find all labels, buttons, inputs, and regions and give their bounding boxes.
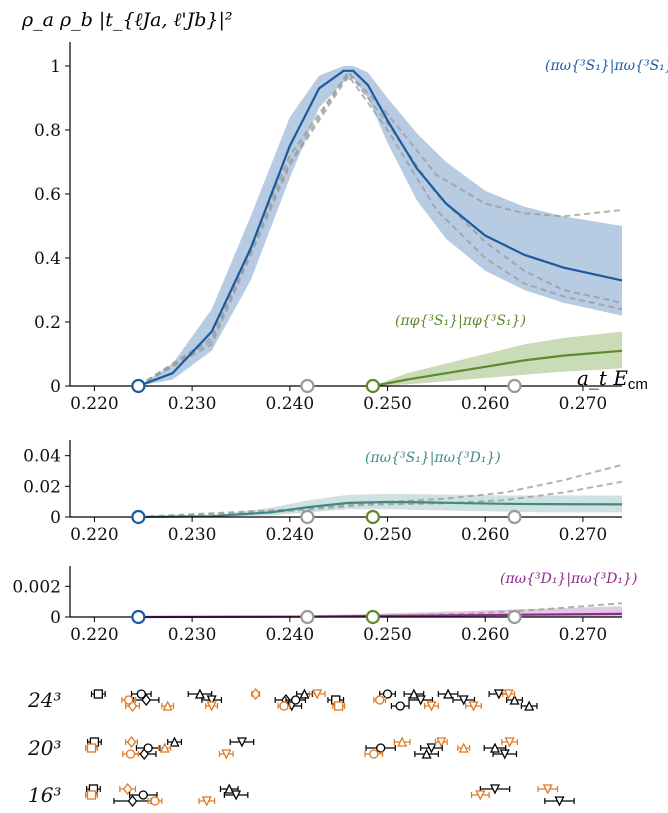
x-tick-label: 0.230 bbox=[168, 525, 217, 545]
x-tick-label: 0.240 bbox=[265, 625, 314, 645]
y-tick-label: 0.4 bbox=[34, 249, 61, 269]
threshold-marker-0 bbox=[132, 611, 144, 623]
series-label-0: (πω{³D₁}|πω{³D₁}) bbox=[500, 571, 637, 587]
level-marker-diamond bbox=[128, 737, 136, 747]
volume-label: 20³ bbox=[27, 736, 61, 760]
level-marker-circle bbox=[280, 702, 288, 710]
x-tick-label: 0.250 bbox=[363, 625, 412, 645]
threshold-marker-1 bbox=[301, 380, 313, 392]
level-marker-circle bbox=[151, 797, 159, 805]
x-tick-label: 0.250 bbox=[363, 525, 412, 545]
level-marker-square bbox=[94, 690, 102, 698]
x-tick-label: 0.270 bbox=[559, 525, 608, 545]
series-label-1: (πφ{³S₁}|πφ{³S₁}) bbox=[395, 313, 526, 329]
x-tick-label: 0.260 bbox=[461, 525, 510, 545]
x-tick-label: 0.240 bbox=[265, 394, 314, 414]
x-tick-label: 0.250 bbox=[363, 394, 412, 414]
panel-top: 0.220 0.230 0.240 0.250 0.260 0.270 0 0.2 0.4 0.6… bbox=[34, 42, 668, 414]
threshold-marker-3 bbox=[509, 611, 521, 623]
y-tick-label: 1 bbox=[50, 57, 61, 77]
level-marker-circle bbox=[384, 690, 392, 698]
x-tick-label: 0.220 bbox=[70, 625, 119, 645]
threshold-marker-1 bbox=[301, 511, 313, 523]
threshold-marker-0 bbox=[132, 380, 144, 392]
threshold-marker-0 bbox=[132, 511, 144, 523]
level-marker-circle bbox=[139, 791, 147, 799]
series-label-0: (πω{³S₁}|πω{³S₁}) bbox=[545, 58, 668, 74]
level-marker-circle bbox=[396, 702, 404, 710]
level-marker-circle bbox=[376, 696, 384, 704]
level-marker-square bbox=[87, 791, 95, 799]
y-tick-label: 0.002 bbox=[12, 577, 61, 597]
y-tick-label: 0.2 bbox=[34, 313, 61, 333]
y-tick-label: 0.02 bbox=[23, 477, 61, 497]
level-marker-circle bbox=[127, 750, 135, 758]
y-tick-label: 0 bbox=[50, 508, 61, 528]
x-tick-label: 0.270 bbox=[559, 394, 608, 414]
y-tick-label: 0 bbox=[50, 377, 61, 397]
x-tick-label: 0.270 bbox=[559, 625, 608, 645]
threshold-marker-2 bbox=[367, 380, 379, 392]
threshold-marker-2 bbox=[367, 511, 379, 523]
threshold-marker-3 bbox=[509, 380, 521, 392]
x-tick-label: 0.230 bbox=[168, 625, 217, 645]
panel-middle: 0.220 0.230 0.240 0.250 0.260 0.270 0 0.02 0.04 (… bbox=[23, 440, 622, 545]
level-marker-square bbox=[87, 744, 95, 752]
x-tick-label: 0.220 bbox=[70, 525, 119, 545]
x-tick-label: 0.260 bbox=[461, 625, 510, 645]
volume-label: 24³ bbox=[27, 688, 61, 712]
level-marker-circle bbox=[292, 696, 300, 704]
x-tick-label: 0.230 bbox=[168, 394, 217, 414]
threshold-marker-2 bbox=[367, 611, 379, 623]
y-tick-label: 0.04 bbox=[23, 447, 61, 467]
y-tick-label: 0.8 bbox=[34, 121, 61, 141]
x-tick-label: 0.260 bbox=[461, 394, 510, 414]
x-tick-label: 0.220 bbox=[70, 394, 119, 414]
volume-label: 16³ bbox=[28, 783, 61, 807]
panel-bottom: 0.220 0.230 0.240 0.250 0.260 0.270 0 0.002 (πω{… bbox=[12, 566, 637, 645]
threshold-marker-1 bbox=[301, 611, 313, 623]
threshold-marker-3 bbox=[509, 511, 521, 523]
level-marker-circle bbox=[125, 696, 133, 704]
y-tick-label: 0.6 bbox=[34, 185, 61, 205]
level-marker-diamond bbox=[124, 784, 132, 794]
y-axis-label: ρ_a ρ_b |t_{ℓJa, ℓ'Jb}|² bbox=[21, 9, 233, 31]
level-marker-diamond bbox=[252, 689, 260, 699]
series-label-0: (πω{³S₁}|πω{³D₁}) bbox=[365, 450, 501, 466]
level-marker-square bbox=[335, 702, 343, 710]
level-marker-circle bbox=[144, 744, 152, 752]
level-marker-circle bbox=[377, 744, 385, 752]
x-axis-label: a_t Ecm bbox=[577, 366, 648, 393]
level-marker-circle bbox=[370, 750, 378, 758]
spectrum-panel: 24³ 20³ 16³ bbox=[27, 688, 574, 807]
x-tick-label: 0.240 bbox=[265, 525, 314, 545]
level-marker-circle bbox=[137, 690, 145, 698]
y-tick-label: 0 bbox=[50, 608, 61, 628]
